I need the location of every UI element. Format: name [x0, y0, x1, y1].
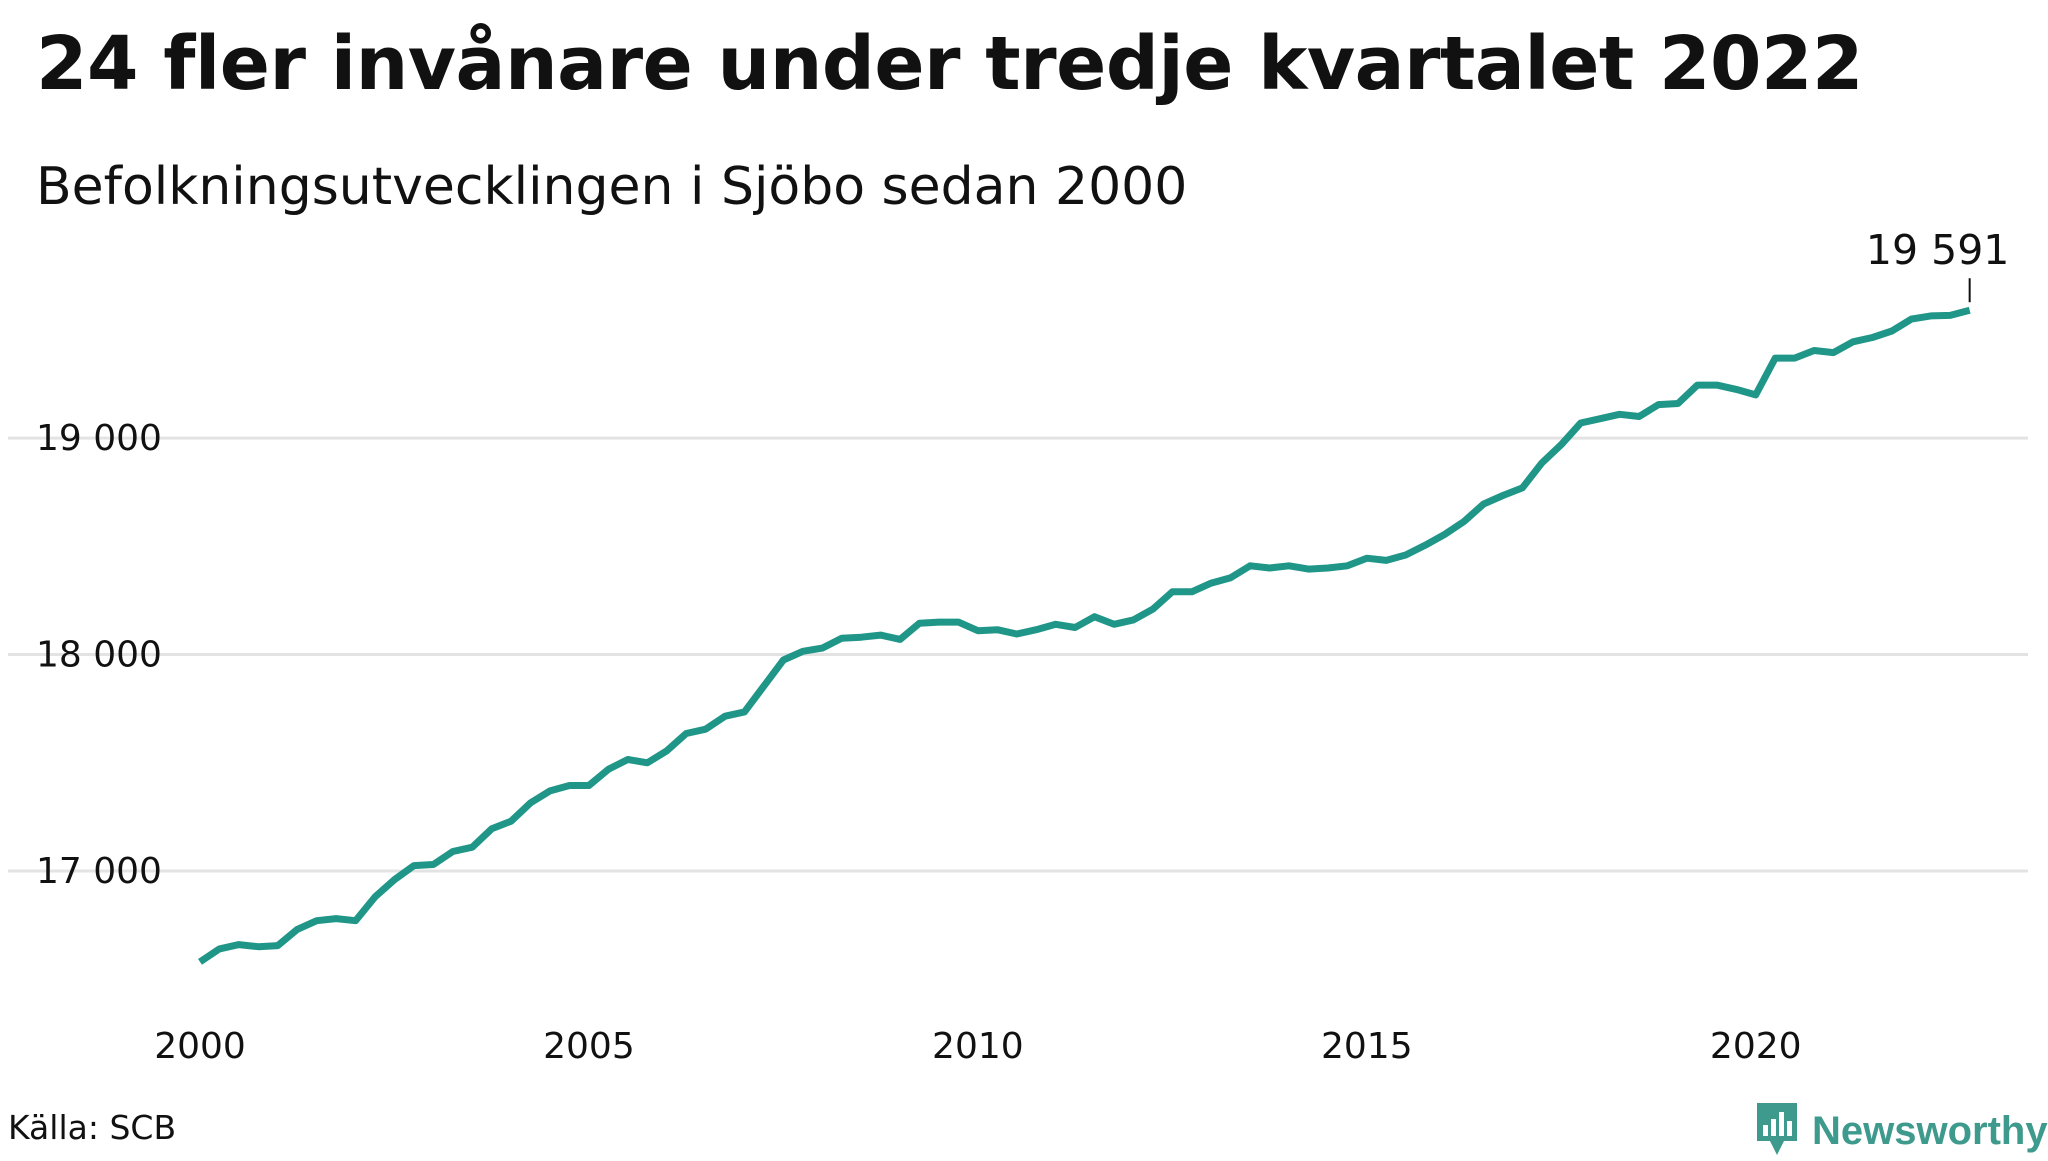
brand-name: Newsworthy: [1812, 1108, 2048, 1153]
grid-lines: [8, 436, 2028, 873]
y-tick-label-19000: 19 000: [36, 418, 162, 459]
annotation-label: 19 591: [1866, 226, 2009, 274]
population-line: [198, 306, 1971, 965]
x-tick-label-2010: 2010: [932, 1026, 1024, 1067]
source-note: Källa: SCB: [8, 1108, 177, 1147]
brand-logo: Newsworthy: [1754, 1103, 2048, 1159]
x-tick-label-2015: 2015: [1321, 1026, 1413, 1067]
chart-title: 24 fler invånare under tredje kvartalet …: [36, 21, 1864, 107]
chart-subtitle: Befolkningsutvecklingen i Sjöbo sedan 20…: [36, 157, 1188, 217]
y-axis-labels: 17 000 18 000 19 000: [36, 418, 162, 892]
x-tick-label-2020: 2020: [1710, 1026, 1802, 1067]
x-axis-labels: 2000 2005 2010 2015 2020: [154, 1026, 1801, 1067]
x-tick-label-2005: 2005: [543, 1026, 635, 1067]
y-tick-label-18000: 18 000: [36, 635, 162, 676]
y-tick-label-17000: 17 000: [36, 851, 162, 892]
newsworthy-logo-icon: [1754, 1101, 1800, 1161]
x-tick-label-2000: 2000: [154, 1026, 246, 1067]
